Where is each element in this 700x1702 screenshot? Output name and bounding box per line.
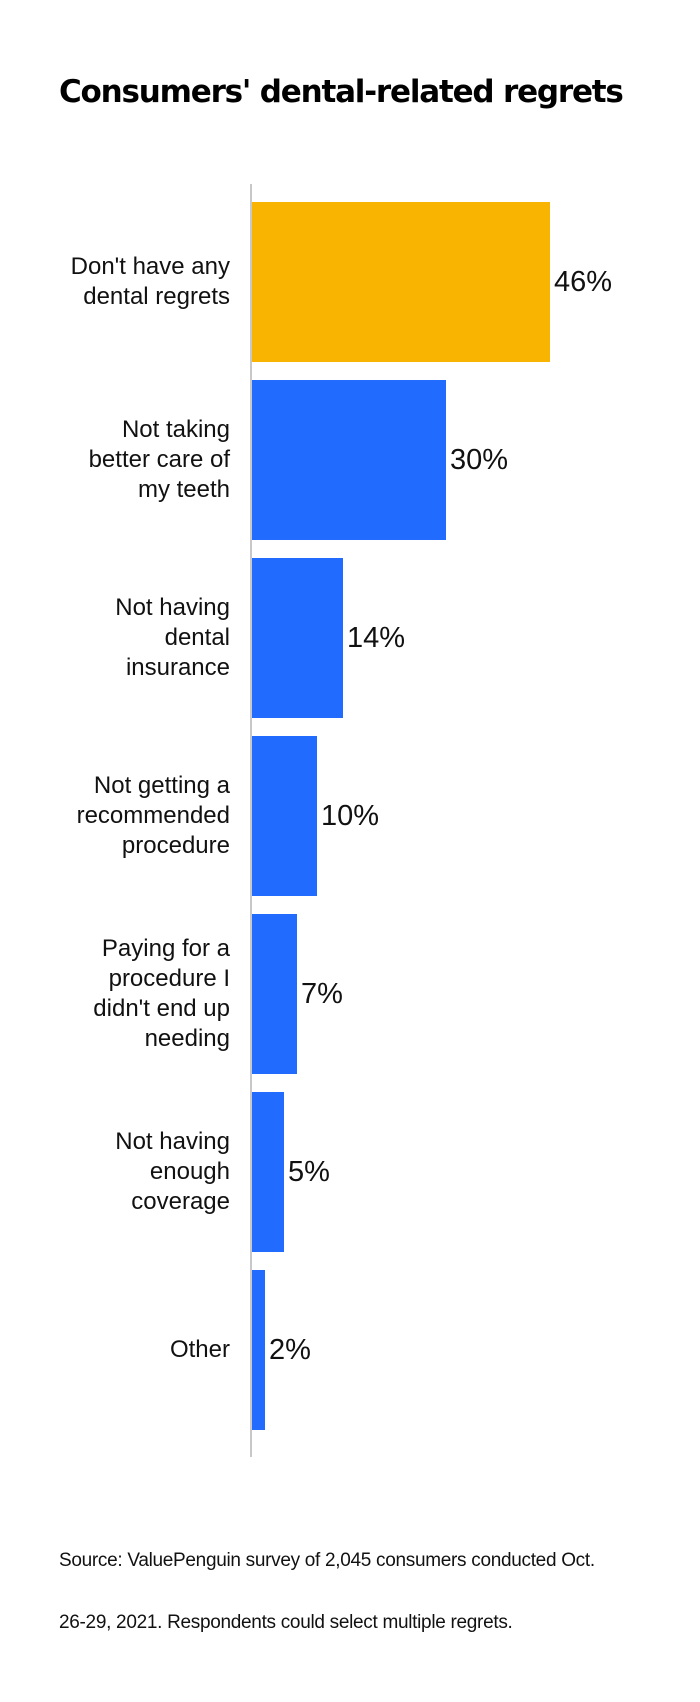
bar-row: Not having enough coverage 5% [0, 1092, 700, 1252]
y-axis-line [250, 184, 252, 1457]
bar-row: Not getting a recommended procedure 10% [0, 736, 700, 896]
value-label: 30% [450, 443, 509, 476]
bar-row: Not having dental insurance 14% [0, 558, 700, 718]
bar [252, 558, 343, 718]
category-label: Not getting a recommended procedure [76, 772, 230, 859]
category-label: Not taking better care of my teeth [88, 416, 230, 503]
category-label: Not having dental insurance [115, 594, 230, 681]
bar [252, 202, 550, 362]
value-label: 7% [301, 977, 343, 1010]
bar-row: Other 2% [0, 1270, 700, 1430]
value-label: 5% [288, 1155, 330, 1188]
bar [252, 380, 446, 540]
chart-title: Consumers' dental-related regrets [59, 74, 624, 110]
value-label: 2% [269, 1333, 311, 1366]
value-label: 46% [554, 265, 613, 298]
bar [252, 1270, 265, 1430]
bar-row: Paying for a procedure I didn't end up n… [0, 914, 700, 1074]
bar-row: Don't have any dental regrets 46% [0, 202, 700, 362]
category-label: Not having enough coverage [115, 1128, 230, 1215]
category-label: Paying for a procedure I didn't end up n… [93, 935, 230, 1052]
bar-row: Not taking better care of my teeth 30% [0, 380, 700, 540]
category-label: Don't have any dental regrets [70, 253, 230, 310]
value-label: 14% [347, 621, 406, 654]
source-note-line-2: 26-29, 2021. Respondents could select mu… [59, 1612, 513, 1633]
category-label: Other [169, 1336, 230, 1363]
bar [252, 736, 317, 896]
source-note-line-1: Source: ValuePenguin survey of 2,045 con… [59, 1550, 595, 1571]
bar [252, 1092, 284, 1252]
bar [252, 914, 297, 1074]
value-label: 10% [321, 799, 380, 832]
